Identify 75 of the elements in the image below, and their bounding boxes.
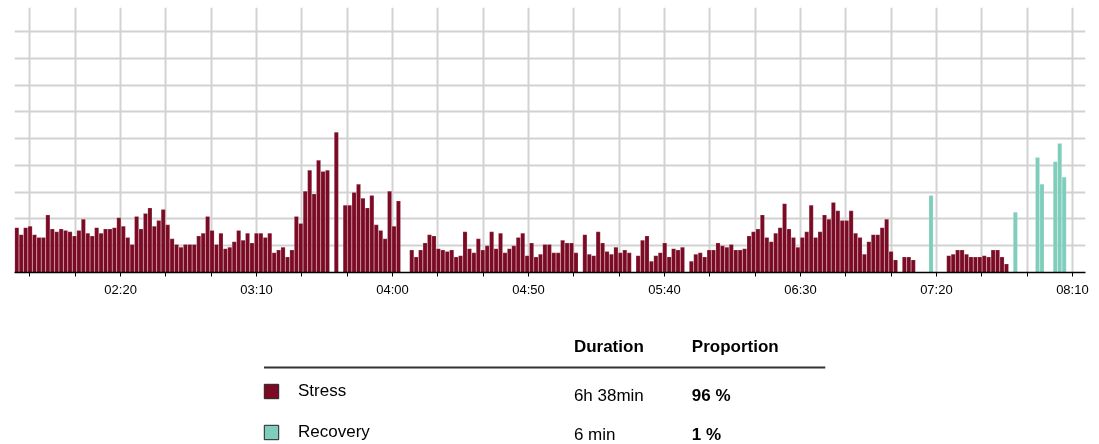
bar — [489, 231, 494, 273]
bar — [928, 195, 934, 273]
bar — [107, 228, 113, 273]
bar — [1057, 143, 1063, 273]
bar — [857, 237, 863, 273]
bar — [307, 169, 312, 273]
bar — [45, 214, 51, 273]
x-tick-label: 06:30 — [784, 281, 817, 297]
bar — [968, 256, 974, 273]
x-tick-label: 08:10 — [1056, 281, 1089, 297]
text: 96 % — [691, 386, 731, 405]
bar — [564, 242, 570, 273]
text: 6 min — [573, 425, 616, 444]
bar — [160, 209, 166, 273]
x-tick-label: 07:20 — [920, 281, 953, 297]
x-tick-label: 05:40 — [648, 281, 681, 297]
bar — [1013, 211, 1018, 273]
bar — [409, 249, 415, 273]
text: Proportion — [691, 337, 779, 356]
text: 1 % — [691, 425, 722, 444]
legend-label: Recovery — [298, 422, 370, 442]
bar — [946, 255, 952, 273]
bar — [520, 232, 526, 273]
x-tick-label: 04:50 — [512, 281, 545, 297]
bar — [94, 227, 99, 273]
bar — [542, 244, 548, 273]
x-tick-label: 04:00 — [376, 281, 409, 297]
bar — [622, 249, 628, 273]
x-tick-label: 02:20 — [104, 281, 137, 297]
bar — [67, 231, 73, 273]
bar — [981, 255, 987, 273]
bar — [267, 232, 273, 273]
x-tick-label: 03:10 — [240, 281, 273, 297]
bar — [848, 210, 854, 273]
bar — [910, 259, 916, 273]
bar — [715, 242, 721, 273]
text: Duration — [573, 337, 644, 356]
bar — [58, 228, 64, 273]
bar — [218, 232, 224, 273]
bar — [662, 242, 668, 273]
bar — [724, 247, 730, 273]
bar — [990, 249, 996, 273]
bar — [959, 249, 965, 273]
bar — [977, 256, 983, 273]
bar — [187, 244, 193, 273]
bar — [462, 231, 468, 273]
bar — [653, 255, 659, 273]
bar — [27, 225, 33, 273]
bar — [236, 230, 241, 273]
bar — [644, 235, 650, 273]
bar — [746, 235, 752, 273]
bar — [697, 252, 703, 273]
bar — [116, 217, 122, 273]
bar — [369, 195, 375, 273]
bar — [431, 235, 437, 273]
bar — [706, 249, 712, 273]
bar — [147, 207, 153, 273]
bar — [334, 132, 339, 273]
bar — [280, 247, 286, 273]
bar — [258, 232, 264, 273]
bar — [613, 247, 619, 273]
bar — [36, 237, 42, 273]
bar — [449, 249, 454, 273]
bar — [595, 231, 601, 273]
bar — [693, 254, 699, 273]
bar — [737, 249, 743, 273]
bar — [808, 204, 814, 273]
bar — [178, 247, 184, 273]
bar — [906, 256, 912, 273]
bar — [675, 249, 681, 273]
bar — [582, 234, 588, 273]
text: 6h 38min — [573, 386, 644, 405]
legend-label: Stress — [298, 381, 347, 401]
bar — [626, 252, 632, 273]
bar — [440, 249, 446, 273]
